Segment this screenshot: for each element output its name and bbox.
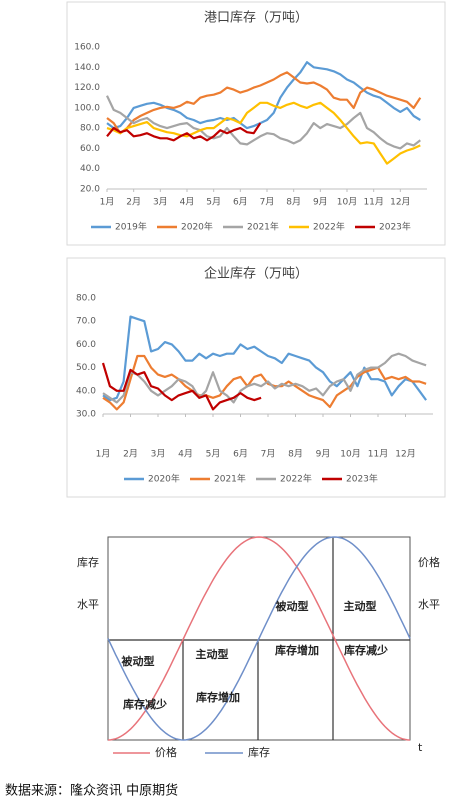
- y-tick-label: 140.0: [74, 63, 100, 73]
- y-axis-label: 库存: [77, 555, 99, 569]
- x-tick-label: 12月: [395, 449, 415, 460]
- x-tick-label: 12月: [390, 197, 410, 208]
- x-tick-label: 9月: [313, 197, 328, 208]
- legend-label: 2020年: [148, 473, 180, 485]
- legend-label: 2022年: [313, 221, 345, 233]
- x-tick-label: 2月: [123, 449, 138, 460]
- x-tick-label: 1月: [96, 449, 111, 460]
- legend-label: 2021年: [247, 221, 279, 233]
- y-tick-label: 40.0: [80, 164, 100, 174]
- legend-label: 库存: [248, 745, 270, 759]
- x-tick-label: 9月: [316, 449, 331, 460]
- y-tick-label: 80.0: [76, 294, 96, 304]
- legend-label: 2023年: [379, 221, 411, 233]
- phase-label: 被动型: [276, 599, 309, 613]
- legend-label: 价格: [155, 745, 177, 759]
- y-tick-label: 30.0: [76, 410, 96, 420]
- phase-label: 主动型: [344, 599, 377, 613]
- series-line: [106, 61, 421, 130]
- x-tick-label: 6月: [233, 449, 248, 460]
- x-axis-label: t: [418, 741, 423, 754]
- series-line: [106, 71, 422, 135]
- y-tick-label: 20.0: [80, 185, 100, 195]
- x-tick-label: 3月: [153, 197, 168, 208]
- x-tick-label: 10月: [337, 197, 357, 208]
- y-axis-label: 水平: [77, 598, 99, 611]
- series-line: [102, 352, 427, 404]
- x-tick-label: 5月: [206, 197, 221, 208]
- y-axis-label: 水平: [418, 598, 440, 611]
- y-tick-label: 70.0: [76, 317, 96, 327]
- x-tick-label: 2月: [126, 197, 141, 208]
- x-tick-label: 11月: [368, 449, 388, 460]
- y-tick-label: 40.0: [76, 386, 96, 396]
- source-note: 数据来源：隆众资讯 中原期货: [5, 783, 178, 799]
- legend-label: 2022年: [280, 473, 312, 485]
- phase-label: 主动型: [196, 647, 229, 661]
- x-tick-label: 6月: [233, 197, 248, 208]
- y-tick-label: 120.0: [74, 83, 100, 93]
- chart-title: 企业库存（万吨）: [204, 266, 308, 282]
- legend-label: 2019年: [115, 221, 147, 233]
- legend-label: 2023年: [346, 473, 378, 485]
- x-tick-label: 1月: [100, 197, 115, 208]
- y-tick-label: 100.0: [74, 103, 100, 113]
- inventory-curve: [107, 536, 411, 741]
- series-line: [106, 122, 262, 142]
- series-line: [106, 95, 421, 150]
- x-tick-label: 10月: [340, 449, 360, 460]
- x-tick-label: 7月: [260, 197, 275, 208]
- x-tick-label: 7月: [261, 449, 276, 460]
- phase-label: 库存减少: [344, 643, 388, 657]
- series-line: [102, 315, 427, 402]
- series-line: [106, 101, 421, 165]
- chart-title: 港口库存（万吨）: [204, 10, 308, 26]
- legend-label: 2021年: [214, 473, 246, 485]
- x-tick-label: 8月: [286, 197, 301, 208]
- x-tick-label: 3月: [151, 449, 166, 460]
- phase-label: 库存减少: [123, 697, 167, 711]
- phase-label: 库存增加: [275, 643, 319, 657]
- x-tick-label: 8月: [288, 449, 303, 460]
- series-line: [101, 362, 262, 411]
- x-tick-label: 4月: [180, 197, 195, 208]
- y-tick-label: 60.0: [80, 144, 100, 154]
- y-tick-label: 60.0: [76, 340, 96, 350]
- y-axis-label: 价格: [418, 555, 440, 569]
- phase-label: 库存增加: [196, 690, 240, 704]
- y-tick-label: 50.0: [76, 363, 96, 373]
- y-tick-label: 80.0: [80, 124, 100, 134]
- series-line: [102, 354, 427, 411]
- phase-label: 被动型: [122, 654, 155, 668]
- x-tick-label: 4月: [178, 449, 193, 460]
- x-tick-label: 5月: [206, 449, 221, 460]
- y-tick-label: 160.0: [74, 43, 100, 53]
- legend-label: 2020年: [181, 221, 213, 233]
- price-curve: [107, 536, 411, 741]
- x-tick-label: 11月: [363, 197, 383, 208]
